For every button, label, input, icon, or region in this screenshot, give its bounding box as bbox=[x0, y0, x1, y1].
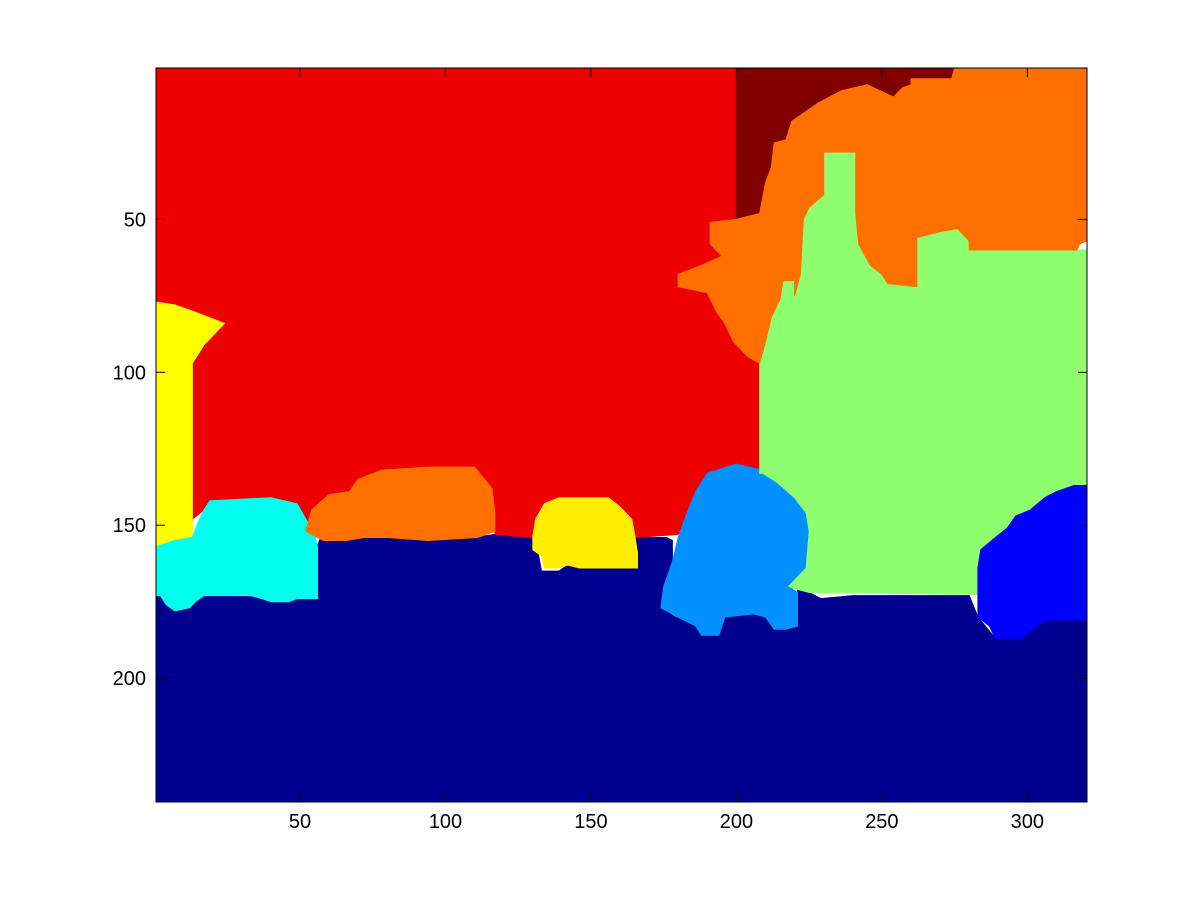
x-tick-label: 250 bbox=[865, 811, 898, 833]
region-car-orange bbox=[305, 466, 496, 542]
x-tick-label: 50 bbox=[289, 811, 311, 833]
x-tick-label: 200 bbox=[720, 811, 753, 833]
region-car-left bbox=[156, 497, 318, 612]
x-tick-label: 100 bbox=[429, 811, 462, 833]
axis-ticks bbox=[156, 68, 1087, 802]
region-car-blue bbox=[977, 485, 1087, 639]
y-tick-label: 100 bbox=[113, 362, 146, 384]
region-building-orange bbox=[677, 68, 1087, 364]
x-tick-labels: 50 100 150 200 250 300 bbox=[289, 811, 1044, 833]
plot-area bbox=[155, 67, 1088, 803]
y-tick-labels: 50 100 150 200 bbox=[113, 209, 146, 690]
y-tick-label: 200 bbox=[113, 668, 146, 690]
y-tick-label: 150 bbox=[113, 515, 146, 537]
x-tick-label: 300 bbox=[1011, 811, 1044, 833]
axes-frame bbox=[155, 67, 1088, 803]
y-tick-label: 50 bbox=[124, 209, 146, 231]
label-regions bbox=[156, 68, 1087, 802]
x-tick-label: 150 bbox=[574, 811, 607, 833]
region-car-yellow bbox=[532, 497, 638, 569]
